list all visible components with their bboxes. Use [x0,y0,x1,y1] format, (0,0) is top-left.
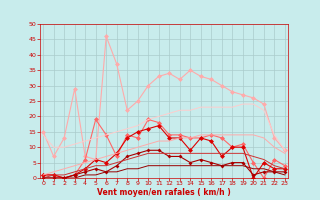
X-axis label: Vent moyen/en rafales ( km/h ): Vent moyen/en rafales ( km/h ) [97,188,231,197]
